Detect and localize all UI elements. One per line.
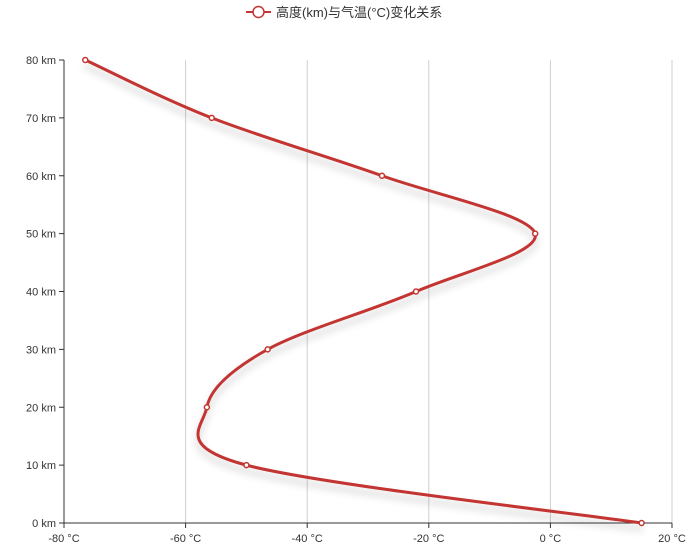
y-tick-label-6: 60 km	[26, 171, 56, 183]
y-tick-label-2: 20 km	[26, 402, 56, 414]
x-grid-lines	[185, 60, 673, 523]
data-point-3[interactable]	[264, 346, 271, 353]
x-tick-label-2: -40 °C	[292, 533, 323, 545]
x-axis-ticks: -80 °C -60 °C -40 °C -20 °C 0 °C 20 °C	[48, 523, 686, 545]
data-point-5[interactable]	[531, 230, 539, 237]
data-point-1[interactable]	[243, 461, 250, 469]
x-tick-label-1: -60 °C	[170, 533, 201, 545]
y-tick-label-0: 0 km	[32, 518, 56, 530]
data-point-0[interactable]	[638, 519, 645, 527]
legend[interactable]: 高度(km)与气温(°C)变化关系	[246, 5, 442, 20]
legend-marker	[252, 5, 265, 19]
series-line[interactable]	[83, 58, 644, 525]
points-layer	[82, 56, 645, 527]
x-tick-label-3: -20 °C	[413, 533, 444, 545]
y-tick-label-7: 70 km	[26, 113, 56, 125]
axes	[63, 60, 672, 524]
series-layer	[83, 58, 644, 525]
data-point-6[interactable]	[378, 172, 386, 179]
data-point-8[interactable]	[82, 56, 89, 64]
y-tick-label-5: 50 km	[26, 229, 56, 241]
x-tick-label-0: -80 °C	[48, 533, 79, 545]
data-point-7[interactable]	[208, 114, 215, 122]
y-axis-ticks: 0 km 10 km 20 km 30 km 40 km 50 km 60 km 70 km 8…	[26, 55, 64, 530]
y-tick-label-1: 10 km	[26, 460, 56, 472]
y-tick-label-8: 80 km	[26, 55, 56, 67]
y-tick-label-4: 40 km	[26, 287, 56, 299]
data-point-4[interactable]	[412, 288, 420, 295]
legend-label: 高度(km)与气温(°C)变化关系	[276, 5, 442, 20]
y-tick-label-3: 30 km	[26, 344, 56, 356]
x-tick-label-4: 0 °C	[540, 533, 562, 545]
x-tick-label-5: 20 °C	[658, 533, 686, 545]
data-point-2[interactable]	[203, 404, 211, 411]
